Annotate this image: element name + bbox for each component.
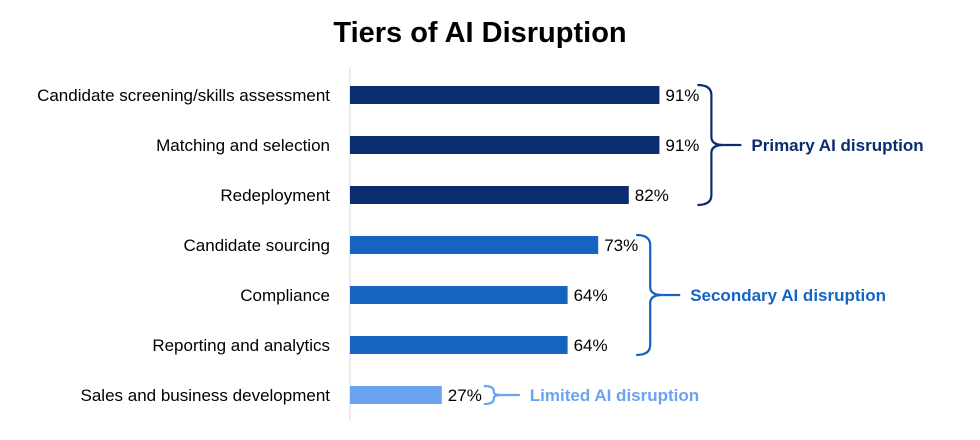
category-label: Redeployment (220, 186, 330, 205)
bar (350, 136, 660, 154)
value-label: 27% (448, 386, 482, 405)
tier-label: Primary AI disruption (751, 136, 923, 155)
bar (350, 386, 442, 404)
tiers-layer: Primary AI disruption Secondary AI disrup… (483, 83, 924, 406)
category-label: Matching and selection (156, 136, 330, 155)
bar (350, 236, 599, 254)
labels-layer: Candidate screening/skills assessment 91%… (37, 86, 699, 405)
tier-bracket: Primary AI disruption (697, 83, 924, 207)
bar (350, 336, 568, 354)
value-label: 91% (665, 136, 699, 155)
bar (350, 186, 629, 204)
category-label: Reporting and analytics (152, 336, 330, 355)
tier-label: Secondary AI disruption (690, 286, 886, 305)
value-label: 73% (604, 236, 638, 255)
value-label: 64% (574, 336, 608, 355)
tier-bracket: Secondary AI disruption (636, 233, 886, 357)
bracket-shape (483, 384, 502, 406)
bracket-shape (697, 83, 724, 207)
chart-title: Tiers of AI Disruption (333, 17, 626, 49)
category-label: Compliance (240, 286, 330, 305)
bars-layer (350, 86, 660, 404)
value-label: 91% (665, 86, 699, 105)
value-label: 64% (574, 286, 608, 305)
tier-bracket: Limited AI disruption (483, 384, 699, 406)
bar (350, 86, 660, 104)
category-label: Candidate sourcing (184, 236, 330, 255)
value-label: 82% (635, 186, 669, 205)
category-label: Sales and business development (81, 386, 331, 405)
tier-label: Limited AI disruption (530, 386, 699, 405)
bracket-shape (636, 233, 663, 357)
bar (350, 286, 568, 304)
category-label: Candidate screening/skills assessment (37, 86, 330, 105)
